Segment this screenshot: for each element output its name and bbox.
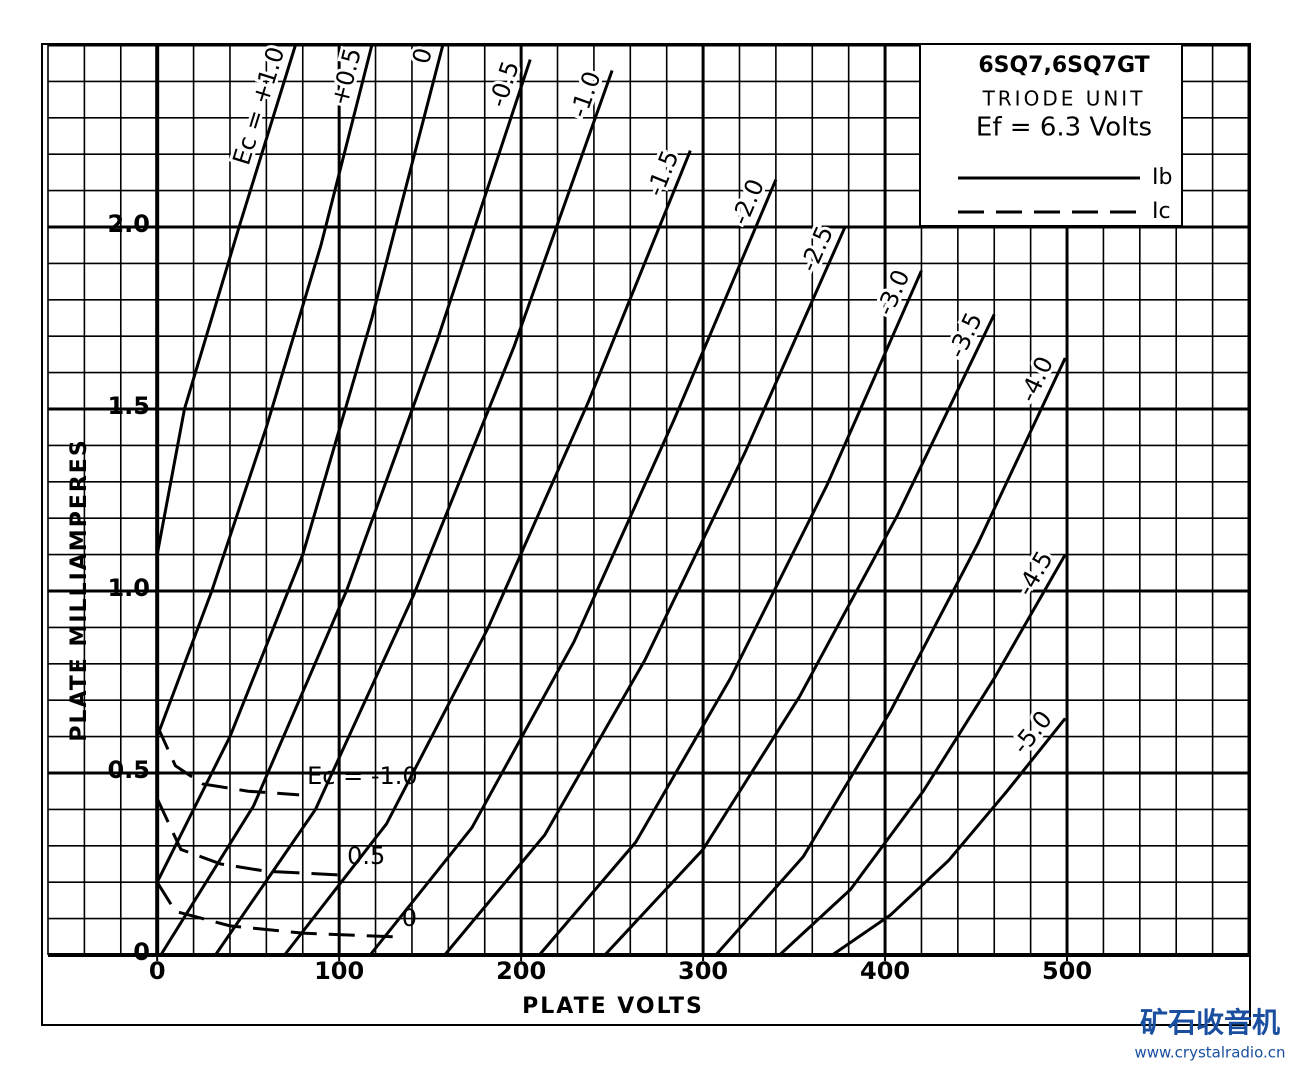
curve-label: Ec = -1.0 [307, 762, 418, 790]
plate-current-curve [603, 313, 996, 957]
curve-label: -2.0 [726, 175, 770, 229]
plate-current-curve [714, 357, 1067, 956]
x-tick-label: 0 [149, 957, 166, 985]
plate-current-curve [538, 270, 923, 956]
curve-label: +0.5 [326, 45, 368, 108]
curve-label: -4.0 [1014, 352, 1059, 406]
x-tick-label: 200 [496, 957, 546, 985]
plate-current-curve [443, 226, 847, 956]
legend-box [919, 43, 1183, 227]
y-tick-label: 1.0 [107, 574, 150, 602]
curve-label: -2.5 [794, 222, 839, 276]
x-tick-label: 400 [860, 957, 910, 985]
grid [47, 43, 1251, 957]
y-tick-label: 1.5 [107, 392, 150, 420]
plate-current-curve [159, 59, 532, 956]
curve-label: 0 [402, 904, 417, 932]
curve-label: -5.0 [1007, 705, 1058, 759]
y-tick-label: 0.5 [107, 756, 150, 784]
plate-current-curve [155, 44, 374, 738]
y-axis-title: PLATE MILLIAMPERES [67, 438, 92, 741]
plate-current-curve [155, 44, 445, 883]
legend-label: Ib [1152, 165, 1172, 190]
x-tick-label: 300 [678, 957, 728, 985]
plate-current-curve [155, 44, 297, 555]
curve-label: -1.0 [565, 68, 607, 121]
legend-label: Ic [1152, 199, 1171, 224]
legend-title: 6SQ7,6SQ7GT [978, 53, 1149, 78]
plate-current-curve [368, 179, 778, 956]
frame [41, 43, 1251, 1026]
legend-subtitle: TRIODE UNIT [982, 87, 1146, 111]
grid-current-curve [155, 797, 340, 877]
plate-current-curve [283, 149, 692, 956]
y-tick-label: 0 [133, 938, 150, 966]
curve-label: 0.5 [347, 842, 385, 870]
x-tick-label: 100 [314, 957, 364, 985]
plate-current-curve [214, 69, 614, 956]
plate-current-curve [831, 717, 1067, 957]
curve-label: -3.0 [871, 266, 916, 320]
curve-label: -3.5 [943, 308, 989, 362]
curve-label: -0.5 [484, 57, 525, 110]
watermark-title: 矿石收音机 [1140, 1006, 1280, 1039]
x-axis-title: PLATE VOLTS [522, 994, 704, 1019]
grid-current-curve [155, 725, 300, 797]
y-tick-label: 2.0 [107, 210, 150, 238]
grid-current-curve [155, 881, 394, 939]
legend-note: Ef = 6.3 Volts [976, 113, 1152, 143]
curve-label: Ec = +1.0 [227, 43, 290, 168]
x-tick-label: 500 [1042, 957, 1092, 985]
plate-current-curve [778, 553, 1067, 957]
watermark-url: www.crystalradio.cn [1134, 1044, 1285, 1062]
